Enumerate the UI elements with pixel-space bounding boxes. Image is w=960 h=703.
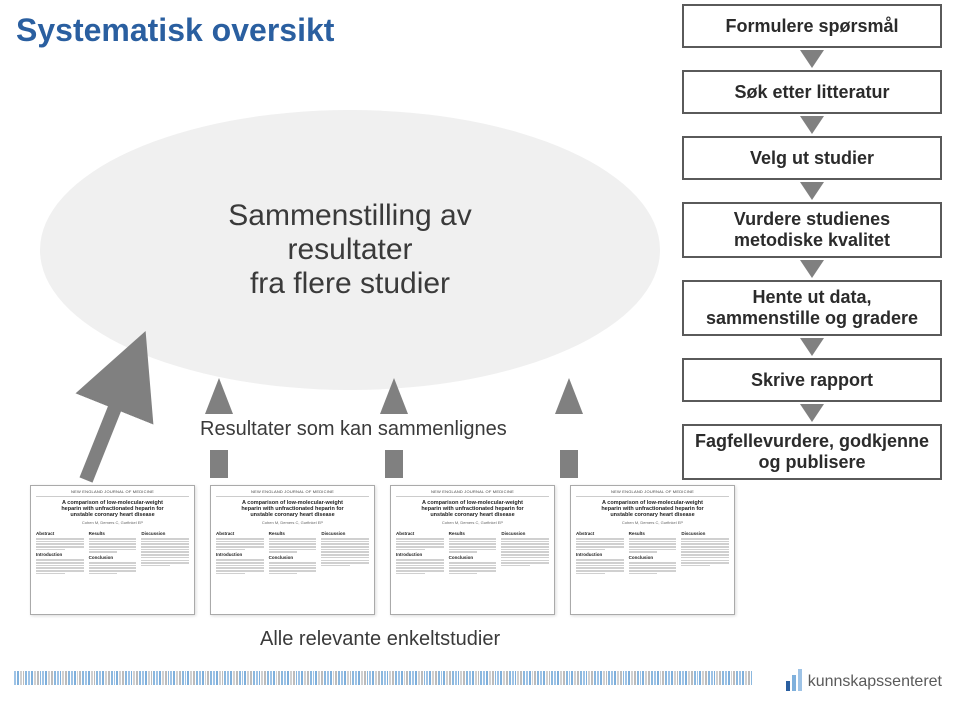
process-step: Velg ut studier — [682, 136, 942, 180]
logo-text: kunnskapssenteret — [808, 673, 942, 691]
ellipse-line-2: resultater — [228, 233, 471, 267]
single-studies-label: Alle relevante enkeltstudier — [260, 628, 500, 651]
page-title: Systematisk oversikt — [16, 12, 334, 49]
paper-thumbnail: NEW ENGLAND JOURNAL OF MEDICINEA compari… — [30, 485, 195, 615]
process-step: Hente ut data,sammenstille og gradere — [682, 280, 942, 336]
up-arrow-icon — [555, 378, 583, 414]
process-step: Skrive rapport — [682, 358, 942, 402]
process-step: Vurdere studienesmetodiske kvalitet — [682, 202, 942, 258]
paper-thumbnail: NEW ENGLAND JOURNAL OF MEDICINEA compari… — [210, 485, 375, 615]
up-arrow-icon — [205, 378, 233, 414]
process-steps-sidebar: Formulere spørsmål Søk etter litteratur Ve… — [682, 4, 942, 480]
ellipse-line-1: Sammenstilling av — [228, 199, 471, 233]
paper-thumbnail: NEW ENGLAND JOURNAL OF MEDICINEA compari… — [390, 485, 555, 615]
logo: kunnskapssenteret — [786, 669, 942, 691]
step-arrow-icon — [800, 404, 824, 422]
process-step: Fagfellevurdere, godkjenneog publisere — [682, 424, 942, 480]
comparable-results-label: Resultater som kan sammenlignes — [200, 418, 507, 441]
step-arrow-icon — [800, 50, 824, 68]
process-step: Formulere spørsmål — [682, 4, 942, 48]
arrow-stem — [385, 450, 403, 478]
step-arrow-icon — [800, 116, 824, 134]
summary-ellipse: Sammenstilling av resultater fra flere s… — [40, 110, 660, 390]
step-arrow-icon — [800, 338, 824, 356]
step-arrow-icon — [800, 182, 824, 200]
logo-bars-icon — [786, 669, 802, 691]
ellipse-line-3: fra flere studier — [228, 267, 471, 301]
step-arrow-icon — [800, 260, 824, 278]
arrow-stem — [210, 450, 228, 478]
process-step: Søk etter litteratur — [682, 70, 942, 114]
paper-thumbnail: NEW ENGLAND JOURNAL OF MEDICINEA compari… — [570, 485, 735, 615]
footer-pattern — [14, 671, 754, 685]
up-arrow-icon — [380, 378, 408, 414]
arrow-stem — [560, 450, 578, 478]
